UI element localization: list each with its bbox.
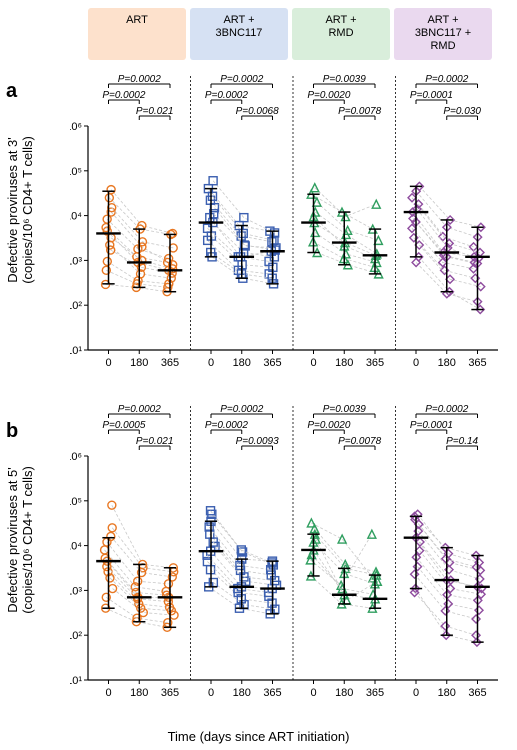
svg-text:365: 365 xyxy=(468,687,486,699)
svg-text:P=0.0002: P=0.0002 xyxy=(102,90,146,101)
svg-text:P=0.0001: P=0.0001 xyxy=(410,90,453,101)
svg-text:365: 365 xyxy=(263,687,281,699)
svg-text:P=0.0002: P=0.0002 xyxy=(118,74,162,85)
svg-text:P=0.0005: P=0.0005 xyxy=(102,420,146,431)
svg-text:P=0.0078: P=0.0078 xyxy=(338,106,382,117)
figure: ART ART + 3BNC117 ART + RMD ART + 3BNC11… xyxy=(0,0,517,750)
panel-label-b: b xyxy=(6,420,18,443)
svg-text:10²: 10² xyxy=(70,300,82,312)
svg-text:P=0.0068: P=0.0068 xyxy=(236,106,280,117)
arm-label-art: ART xyxy=(88,8,186,60)
svg-text:P=0.0020: P=0.0020 xyxy=(307,420,351,431)
panel-b-svg: 10¹ 10² 10³ 10⁴ 10⁵ 10⁶ 0 180 365 P=0.0002 P=0.000… xyxy=(70,400,500,720)
svg-text:P=0.0039: P=0.0039 xyxy=(323,404,367,415)
svg-text:10⁶: 10⁶ xyxy=(70,121,82,133)
svg-text:10¹: 10¹ xyxy=(70,675,82,687)
svg-text:10⁴: 10⁴ xyxy=(70,211,82,223)
svg-text:10³: 10³ xyxy=(70,585,82,597)
svg-text:P=0.14: P=0.14 xyxy=(446,436,478,447)
svg-text:365: 365 xyxy=(161,357,179,369)
svg-text:180: 180 xyxy=(438,687,456,699)
arm-label-rmd: ART + RMD xyxy=(292,8,390,60)
panel-a: Defective proviruses at 3' (copies/10⁶ C… xyxy=(70,70,500,350)
svg-text:0: 0 xyxy=(208,687,214,699)
arm-label-bnc: ART + 3BNC117 xyxy=(190,8,288,60)
svg-text:180: 180 xyxy=(438,357,456,369)
svg-text:P=0.0002: P=0.0002 xyxy=(220,404,264,415)
svg-text:P=0.0078: P=0.0078 xyxy=(338,436,382,447)
ylabel-a: Defective proviruses at 3' (copies/10⁶ C… xyxy=(5,136,35,284)
svg-text:180: 180 xyxy=(130,687,148,699)
svg-text:P=0.021: P=0.021 xyxy=(136,106,174,117)
svg-text:180: 180 xyxy=(335,687,353,699)
svg-text:P=0.0020: P=0.0020 xyxy=(307,90,351,101)
svg-text:P=0.030: P=0.030 xyxy=(443,106,481,117)
svg-text:P=0.0002: P=0.0002 xyxy=(118,404,162,415)
svg-text:P=0.0002: P=0.0002 xyxy=(425,74,469,85)
svg-text:365: 365 xyxy=(366,357,384,369)
svg-text:P=0.021: P=0.021 xyxy=(136,436,174,447)
arm-header-row: ART ART + 3BNC117 ART + RMD ART + 3BNC11… xyxy=(88,8,492,60)
svg-text:P=0.0002: P=0.0002 xyxy=(205,420,249,431)
panel-label-a: a xyxy=(6,80,17,103)
panel-a-svg: 10¹ 10² 10³ 10⁴ 10⁵ 10⁶ 0 180 365 P=0.0002 P=0.000… xyxy=(70,70,500,390)
svg-text:P=0.0002: P=0.0002 xyxy=(205,90,249,101)
svg-text:P=0.0093: P=0.0093 xyxy=(236,436,280,447)
svg-text:10¹: 10¹ xyxy=(70,345,82,357)
svg-text:P=0.0002: P=0.0002 xyxy=(220,74,264,85)
svg-text:365: 365 xyxy=(263,357,281,369)
svg-text:180: 180 xyxy=(233,357,251,369)
svg-text:10⁵: 10⁵ xyxy=(70,496,82,508)
svg-text:P=0.0039: P=0.0039 xyxy=(323,74,367,85)
panel-b: Defective proviruses at 5' (copies/10⁶ C… xyxy=(70,400,500,680)
svg-text:180: 180 xyxy=(130,357,148,369)
svg-text:10⁵: 10⁵ xyxy=(70,166,82,178)
svg-text:10⁴: 10⁴ xyxy=(70,541,82,553)
arm-label-text: ART + RMD xyxy=(325,14,356,39)
svg-text:P=0.0002: P=0.0002 xyxy=(425,404,469,415)
svg-text:365: 365 xyxy=(161,687,179,699)
svg-text:0: 0 xyxy=(413,357,419,369)
svg-text:0: 0 xyxy=(208,357,214,369)
arm-label-text: ART xyxy=(126,14,148,26)
svg-text:0: 0 xyxy=(310,687,316,699)
ylabel-b: Defective proviruses at 5' (copies/10⁶ C… xyxy=(5,466,35,614)
svg-text:180: 180 xyxy=(233,687,251,699)
arm-label-combo: ART + 3BNC117 + RMD xyxy=(394,8,492,60)
xlabel: Time (days since ART initiation) xyxy=(168,729,350,744)
svg-text:10²: 10² xyxy=(70,630,82,642)
svg-text:0: 0 xyxy=(105,357,111,369)
arm-label-text: ART + 3BNC117 + RMD xyxy=(415,14,471,52)
svg-text:180: 180 xyxy=(335,357,353,369)
svg-text:0: 0 xyxy=(310,357,316,369)
svg-text:10⁶: 10⁶ xyxy=(70,451,82,463)
svg-text:365: 365 xyxy=(366,687,384,699)
svg-text:365: 365 xyxy=(468,357,486,369)
arm-label-text: ART + 3BNC117 xyxy=(216,14,263,39)
svg-text:10³: 10³ xyxy=(70,255,82,267)
svg-text:0: 0 xyxy=(105,687,111,699)
svg-text:P=0.0001: P=0.0001 xyxy=(410,420,453,431)
svg-text:0: 0 xyxy=(413,687,419,699)
